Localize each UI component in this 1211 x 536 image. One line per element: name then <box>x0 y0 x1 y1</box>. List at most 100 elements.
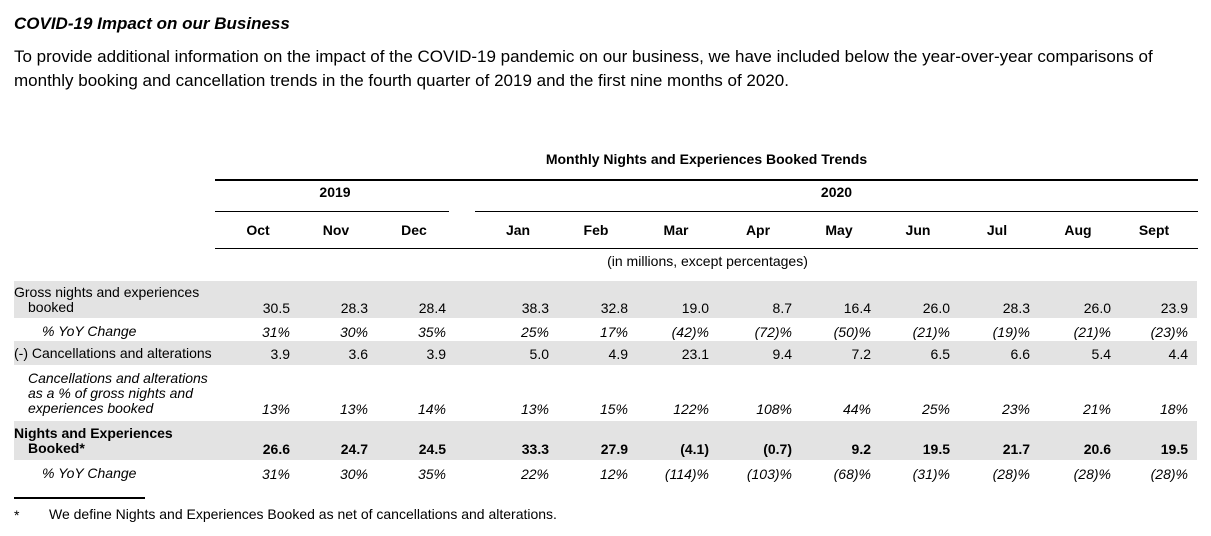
cell-gross-yoy-feb: 17% <box>599 324 628 340</box>
cell-cancellations-may: 7.2 <box>851 346 871 362</box>
cell-net-booked-sept: 19.5 <box>1160 441 1188 457</box>
month-header-rule <box>215 248 1198 249</box>
cell-net-booked-aug: 20.6 <box>1083 441 1111 457</box>
intro-paragraph: To provide additional information on the… <box>14 47 1153 90</box>
cell-gross-booked-apr: 8.7 <box>772 300 792 316</box>
cell-gross-booked-jan: 38.3 <box>521 300 549 316</box>
cell-net-yoy-jan: 22% <box>520 466 549 482</box>
month-header-oct: Oct <box>246 222 270 238</box>
cell-cancellations-oct: 3.9 <box>270 346 290 362</box>
cell-cancellation-rate-nov: 13% <box>339 401 368 417</box>
cell-gross-booked-dec: 28.4 <box>418 300 446 316</box>
row-label-gross-yoy: % YoY Change <box>42 323 137 339</box>
cell-cancellation-rate-jul: 23% <box>1001 401 1030 417</box>
cell-gross-yoy-nov: 30% <box>339 324 368 340</box>
month-header-sept: Sept <box>1138 222 1170 238</box>
row-band-gross-booked <box>14 281 1197 318</box>
cell-cancellations-nov: 3.6 <box>348 346 368 362</box>
cell-cancellation-rate-jan: 13% <box>520 401 549 417</box>
units-note: (in millions, except percentages) <box>607 253 808 269</box>
year-2020-header: 2020 <box>820 184 853 200</box>
cell-gross-booked-aug: 26.0 <box>1083 300 1111 316</box>
month-header-mar: Mar <box>663 222 689 238</box>
cell-cancellations-aug: 5.4 <box>1091 346 1111 362</box>
cell-net-yoy-jun: (31)% <box>912 466 950 482</box>
cell-net-yoy-may: (68)% <box>833 466 871 482</box>
year-2020-rule <box>475 211 1198 212</box>
row-label-net-booked: Booked* <box>28 440 85 456</box>
row-label-cancellation-rate: experiences booked <box>28 400 154 416</box>
cell-net-booked-jun: 19.5 <box>922 441 950 457</box>
cell-net-booked-jul: 21.7 <box>1002 441 1030 457</box>
cell-net-booked-jan: 33.3 <box>521 441 549 457</box>
cell-cancellations-jun: 6.5 <box>930 346 950 362</box>
cell-cancellations-sept: 4.4 <box>1168 346 1188 362</box>
cell-gross-yoy-jan: 25% <box>520 324 549 340</box>
cell-gross-yoy-jul: (19)% <box>992 324 1030 340</box>
cell-net-booked-nov: 24.7 <box>340 441 368 457</box>
table-title: Monthly Nights and Experiences Booked Tr… <box>545 151 868 167</box>
row-label-cancellation-rate: Cancellations and alterations <box>28 370 208 386</box>
cell-net-booked-mar: (4.1) <box>680 441 709 457</box>
cell-cancellation-rate-mar: 122% <box>673 401 709 417</box>
cell-net-yoy-aug: (28)% <box>1073 466 1111 482</box>
section-heading: COVID-19 Impact on our Business <box>14 14 290 33</box>
cell-gross-yoy-jun: (21)% <box>912 324 950 340</box>
cell-cancellation-rate-dec: 14% <box>417 401 446 417</box>
cell-net-yoy-mar: (114)% <box>664 466 709 482</box>
cell-gross-yoy-mar: (42)% <box>671 324 709 340</box>
cell-cancellation-rate-feb: 15% <box>599 401 628 417</box>
year-2019-header: 2019 <box>319 184 351 200</box>
cell-cancellation-rate-may: 44% <box>842 401 871 417</box>
cell-gross-booked-feb: 32.8 <box>600 300 628 316</box>
cell-gross-yoy-sept: (23)% <box>1150 324 1188 340</box>
cell-gross-yoy-aug: (21)% <box>1073 324 1111 340</box>
row-band-cancellations <box>14 341 1197 365</box>
cell-cancellation-rate-sept: 18% <box>1159 401 1188 417</box>
cell-gross-yoy-apr: (72)% <box>754 324 792 340</box>
cell-gross-yoy-oct: 31% <box>261 324 290 340</box>
cell-cancellations-jul: 6.6 <box>1010 346 1030 362</box>
month-header-jun: Jun <box>905 222 931 238</box>
cell-cancellations-apr: 9.4 <box>772 346 792 362</box>
cell-gross-booked-nov: 28.3 <box>340 300 368 316</box>
row-label-cancellation-rate: as a % of gross nights and <box>28 385 193 401</box>
cell-gross-yoy-dec: 35% <box>417 324 446 340</box>
cell-cancellations-feb: 4.9 <box>608 346 628 362</box>
cell-net-yoy-jul: (28)% <box>992 466 1030 482</box>
cell-gross-booked-jun: 26.0 <box>922 300 950 316</box>
cell-net-yoy-oct: 31% <box>261 466 290 482</box>
cell-gross-booked-sept: 23.9 <box>1160 300 1188 316</box>
cell-gross-booked-jul: 28.3 <box>1002 300 1030 316</box>
row-label-gross-booked: Gross nights and experiences <box>14 284 200 300</box>
cell-cancellation-rate-apr: 108% <box>756 401 792 417</box>
month-header-dec: Dec <box>401 222 427 238</box>
row-band-net-booked <box>14 421 1197 460</box>
row-label-net-yoy: % YoY Change <box>42 465 137 481</box>
cell-net-yoy-nov: 30% <box>339 466 368 482</box>
month-header-feb: Feb <box>583 222 609 238</box>
footnote-rule <box>14 497 145 499</box>
cell-net-yoy-feb: 12% <box>599 466 628 482</box>
cell-gross-booked-mar: 19.0 <box>681 300 709 316</box>
cell-cancellations-mar: 23.1 <box>681 346 709 362</box>
month-header-jan: Jan <box>505 222 531 238</box>
cell-net-yoy-sept: (28)% <box>1150 466 1188 482</box>
cell-gross-yoy-may: (50)% <box>833 324 871 340</box>
month-header-apr: Apr <box>745 222 771 238</box>
cell-net-yoy-dec: 35% <box>417 466 446 482</box>
cell-net-booked-apr: (0.7) <box>763 441 792 457</box>
month-header-jul: Jul <box>986 222 1008 238</box>
cell-net-booked-may: 9.2 <box>851 441 871 457</box>
cell-net-booked-dec: 24.5 <box>418 441 446 457</box>
cell-cancellations-dec: 3.9 <box>426 346 446 362</box>
cell-net-yoy-apr: (103)% <box>746 466 792 482</box>
row-label-gross-booked: booked <box>28 299 74 315</box>
cell-cancellations-jan: 5.0 <box>529 346 549 362</box>
cell-cancellation-rate-jun: 25% <box>921 401 950 417</box>
table-top-rule <box>215 179 1198 181</box>
year-2019-rule <box>215 211 449 212</box>
cell-cancellation-rate-oct: 13% <box>261 401 290 417</box>
cell-net-booked-feb: 27.9 <box>600 441 628 457</box>
cell-gross-booked-may: 16.4 <box>843 300 871 316</box>
